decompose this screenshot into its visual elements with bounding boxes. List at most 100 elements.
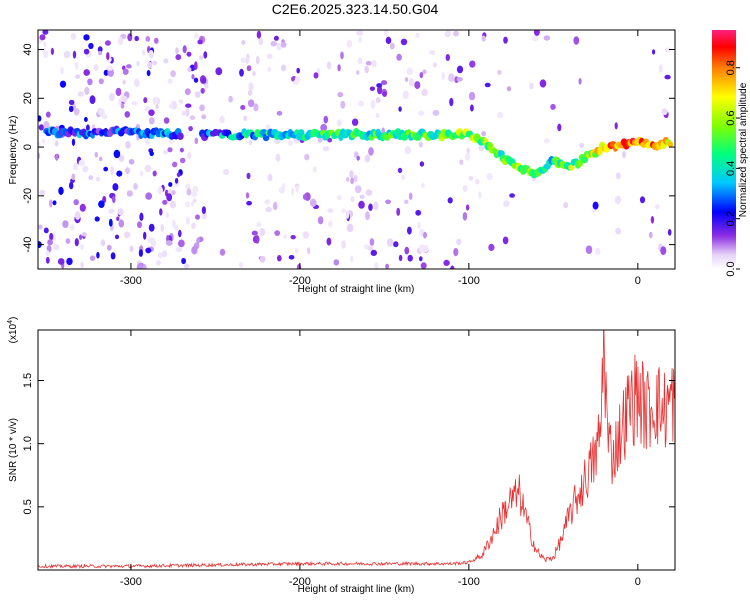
noise-speck-252 — [66, 257, 73, 266]
noise-speck-500 — [470, 104, 474, 112]
noise-speck-124 — [201, 114, 207, 120]
noise-speck-291 — [219, 115, 225, 124]
spectrogram-x-tick-label-2: -100 — [458, 275, 480, 287]
noise-speck-303 — [246, 172, 251, 180]
noise-speck-317 — [239, 68, 244, 77]
noise-speck-316 — [247, 99, 255, 108]
noise-speck-537 — [531, 35, 539, 42]
snr-exponent-close: ) — [8, 317, 19, 320]
noise-speck-390 — [336, 119, 342, 127]
noise-speck-511 — [481, 35, 486, 42]
noise-speck-298 — [296, 263, 302, 269]
noise-speck-552 — [543, 35, 551, 41]
noise-speck-202 — [135, 81, 140, 86]
noise-speck-346 — [280, 41, 287, 48]
snr-y-tick-label-0: 0.5 — [22, 499, 34, 514]
noise-speck-80 — [172, 219, 176, 228]
noise-speck-343 — [240, 105, 246, 110]
noise-speck-328 — [277, 255, 282, 262]
noise-speck-349 — [288, 254, 295, 260]
noise-speck-71 — [181, 110, 186, 116]
noise-speck-386 — [358, 100, 364, 107]
snr-x-ticks: -300 -200 -100 0 — [120, 330, 641, 588]
noise-speck-301 — [258, 37, 264, 46]
noise-speck-95 — [78, 159, 86, 167]
noise-speck-381 — [356, 30, 363, 36]
noise-speck-9 — [178, 99, 184, 104]
noise-speck-75 — [155, 104, 159, 110]
noise-speck-439 — [418, 110, 425, 117]
noise-speck-532 — [615, 227, 622, 235]
noise-speck-257 — [201, 206, 206, 215]
noise-speck-13 — [82, 165, 89, 173]
noise-speck-391 — [340, 51, 344, 60]
noise-speck-97 — [43, 41, 47, 48]
noise-speck-505 — [478, 144, 485, 152]
noise-speck-466 — [419, 256, 423, 262]
noise-speck-389 — [333, 259, 340, 266]
noise-speck-260 — [194, 61, 198, 71]
noise-speck-29 — [127, 33, 133, 42]
noise-speck-414 — [367, 246, 374, 251]
noise-speck-277 — [118, 98, 122, 106]
noise-speck-494 — [456, 238, 462, 246]
noise-speck-229 — [197, 39, 203, 45]
noise-speck-83 — [144, 136, 150, 146]
noise-speck-167 — [69, 224, 75, 231]
noise-speck-464 — [393, 241, 399, 248]
snr-exponent-base: (x10 — [8, 323, 19, 343]
noise-speck-84 — [163, 58, 169, 64]
noise-speck-470 — [386, 238, 394, 247]
noise-speck-205 — [175, 47, 179, 54]
noise-speck-396 — [357, 57, 363, 65]
noise-speck-400 — [345, 210, 350, 219]
noise-speck-141 — [74, 238, 79, 247]
noise-speck-508 — [468, 175, 474, 181]
noise-speck-393 — [351, 118, 359, 126]
noise-speck-473 — [404, 146, 411, 155]
snr-exponent-power: 4 — [7, 320, 14, 324]
noise-speck-409 — [365, 60, 372, 66]
noise-speck-512 — [484, 82, 491, 88]
noise-speck-523 — [503, 36, 508, 44]
noise-speck-107 — [178, 229, 182, 238]
noise-speck-460 — [421, 88, 428, 97]
noise-speck-39 — [118, 154, 125, 162]
snr-x-tick-label-3: 0 — [635, 576, 641, 588]
noise-speck-160 — [190, 201, 195, 207]
spectrogram-y-tick-label-2: 0 — [22, 144, 34, 150]
chart-title: C2E6.2025.323.14.50.G04 — [272, 1, 439, 17]
noise-speck-412 — [375, 97, 381, 103]
noise-speck-14 — [125, 64, 132, 69]
noise-speck-471 — [402, 90, 409, 100]
noise-speck-290 — [228, 95, 233, 103]
ridge-point-230 — [568, 164, 575, 171]
noise-speck-407 — [326, 237, 332, 246]
noise-speck-459 — [396, 53, 402, 61]
noise-speck-16 — [118, 36, 123, 46]
noise-speck-362 — [309, 198, 317, 207]
noise-speck-172 — [192, 198, 197, 203]
noise-speck-289 — [215, 67, 223, 76]
noise-speck-278 — [163, 117, 170, 124]
noise-speck-438 — [422, 69, 427, 75]
noise-speck-195 — [136, 262, 144, 269]
noise-speck-428 — [365, 189, 373, 196]
noise-speck-47 — [50, 47, 55, 56]
noise-speck-434 — [406, 67, 413, 76]
noise-speck-496 — [447, 197, 453, 204]
noise-speck-493 — [441, 72, 446, 80]
snr-frame — [37, 329, 676, 571]
noise-speck-113 — [73, 199, 79, 206]
noise-speck-363 — [317, 216, 324, 225]
noise-speck-189 — [98, 156, 103, 162]
noise-speck-463 — [404, 246, 410, 255]
noise-speck-199 — [94, 216, 100, 222]
isolated-blip — [592, 201, 599, 210]
noise-speck-41 — [88, 42, 94, 50]
noise-speck-337 — [270, 40, 278, 47]
spectrogram-x-tick-label-3: 0 — [635, 275, 641, 287]
noise-speck-348 — [253, 103, 259, 112]
noise-speck-344 — [245, 192, 250, 199]
noise-speck-524 — [579, 142, 585, 149]
